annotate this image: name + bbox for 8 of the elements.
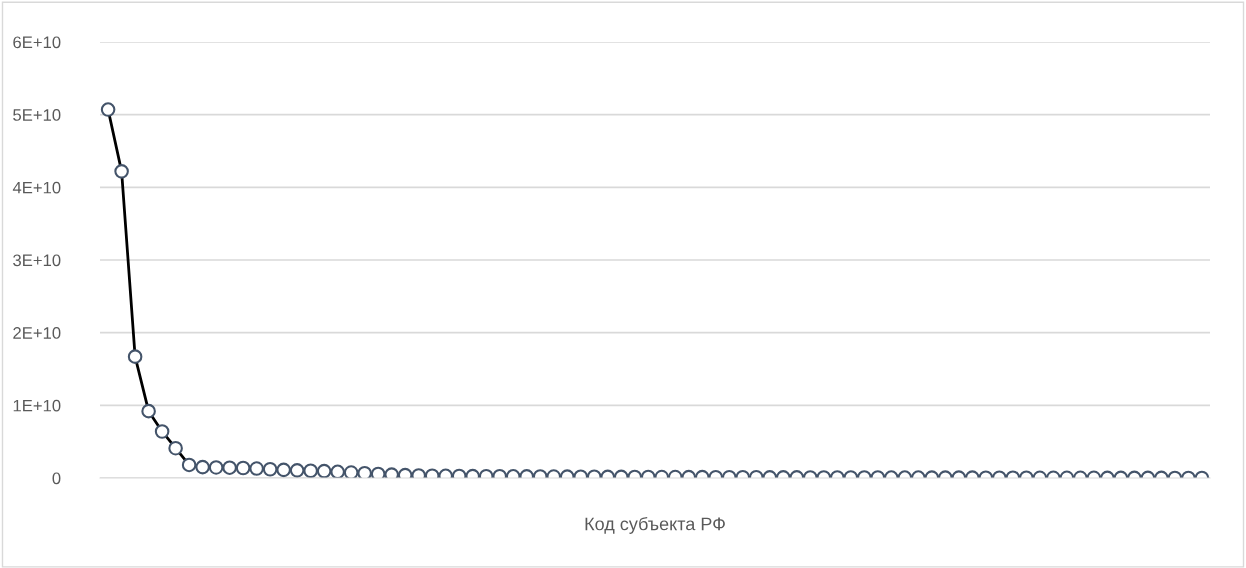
y-tick-label: 5E+10 bbox=[13, 109, 61, 121]
y-tick-label: 4E+10 bbox=[12, 181, 61, 194]
y-tick-label: 3E+10 bbox=[13, 254, 61, 267]
y-tick-label: 1E+10 bbox=[13, 399, 61, 412]
y-tick-label: 6E+10 bbox=[13, 36, 61, 49]
y-tick-label: 2E+10 bbox=[13, 327, 61, 339]
x-axis-title: Код субъекта РФ bbox=[585, 516, 725, 534]
y-tick-label: 0 bbox=[52, 472, 61, 485]
